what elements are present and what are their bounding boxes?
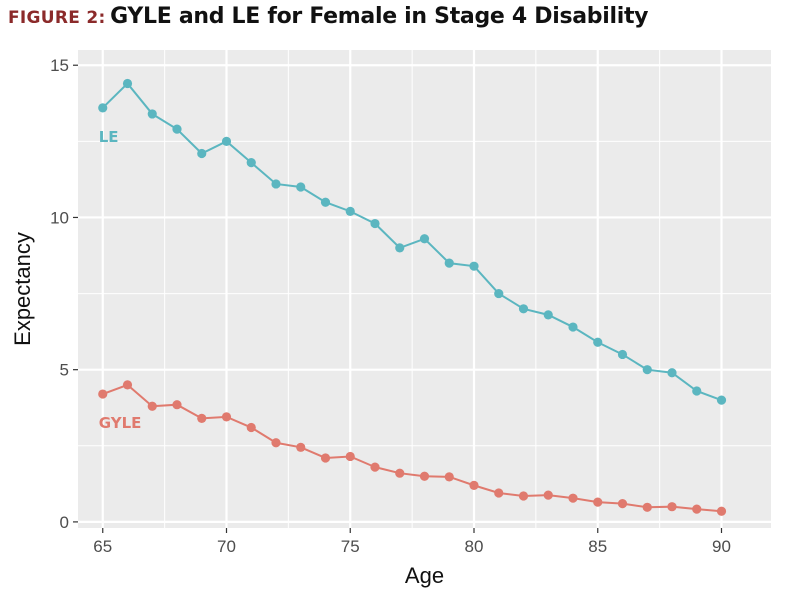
- tick-labels: 65 70 75 80 85 90 0 5 10 15: [50, 56, 731, 556]
- x-tick-label: 75: [341, 537, 360, 556]
- plot-panel: [78, 50, 771, 528]
- le-point: [345, 206, 355, 216]
- gyle-point: [716, 506, 727, 516]
- le-point: [568, 322, 578, 332]
- major-grid: [78, 50, 771, 528]
- figure-title: GYLE and LE for Female in Stage 4 Disabi…: [110, 4, 649, 29]
- gyle-point: [444, 472, 454, 482]
- gyle-point: [494, 488, 504, 498]
- le-point: [147, 109, 157, 119]
- gyle-point: [395, 468, 405, 478]
- gyle-point: [271, 438, 281, 448]
- gyle-point: [370, 462, 380, 472]
- le-point: [617, 349, 628, 360]
- gyle-point: [568, 493, 578, 503]
- gyle-point: [345, 451, 355, 462]
- x-tick-label: 80: [465, 537, 484, 556]
- le-point: [692, 386, 702, 396]
- x-tick-label: 90: [712, 537, 731, 556]
- figure-title-row: FIGURE 2: GYLE and LE for Female in Stag…: [8, 4, 649, 29]
- le-point: [642, 365, 652, 375]
- le-point: [271, 179, 281, 189]
- y-tick-label: 10: [50, 208, 69, 227]
- x-tick-label: 85: [588, 537, 607, 556]
- y-tick-label: 5: [60, 361, 69, 380]
- gyle-point: [122, 380, 133, 390]
- le-point: [221, 136, 232, 146]
- gyle-point: [197, 413, 207, 423]
- figure-label: FIGURE 2:: [8, 8, 106, 28]
- le-point: [543, 310, 553, 320]
- x-tick-label: 65: [93, 537, 112, 556]
- le-point: [395, 243, 405, 253]
- gyle-point: [221, 412, 232, 422]
- gyle-point: [320, 453, 331, 463]
- y-axis-title: Expectancy: [10, 232, 35, 346]
- gyle-point: [642, 502, 652, 512]
- y-tick-label: 0: [60, 513, 69, 532]
- gyle-point: [518, 491, 529, 501]
- le-point: [370, 218, 380, 229]
- le-point: [494, 288, 504, 299]
- le-point: [419, 234, 430, 244]
- gyle-point: [419, 471, 430, 481]
- x-tick-label: 70: [217, 537, 236, 556]
- le-point: [469, 261, 479, 271]
- gyle-point: [667, 502, 677, 512]
- gyle-point: [617, 499, 628, 509]
- le-point: [518, 304, 529, 314]
- x-axis-title: Age: [405, 563, 444, 588]
- gyle-series-label: GYLE: [99, 414, 142, 432]
- gyle-point: [543, 490, 553, 500]
- le-point: [320, 197, 331, 207]
- gyle-point: [246, 422, 256, 433]
- le-series-label: LE: [99, 128, 119, 146]
- le-point: [98, 103, 108, 113]
- le-point: [667, 368, 677, 378]
- le-point: [716, 395, 727, 405]
- gyle-point: [469, 480, 479, 490]
- gyle-point: [172, 400, 182, 410]
- y-tick-label: 15: [50, 56, 69, 75]
- gyle-point: [593, 497, 603, 507]
- le-point: [122, 78, 133, 89]
- gyle-point: [98, 389, 108, 399]
- le-point: [296, 182, 306, 192]
- le-point: [197, 148, 207, 159]
- gyle-point: [692, 504, 702, 514]
- le-point: [444, 258, 454, 268]
- minor-grid: [78, 50, 771, 528]
- series-layer: LE GYLE: [98, 78, 727, 516]
- le-point: [172, 124, 182, 134]
- gyle-point: [147, 401, 157, 411]
- gyle-point: [296, 442, 306, 452]
- le-point: [246, 158, 256, 168]
- le-point: [593, 337, 603, 347]
